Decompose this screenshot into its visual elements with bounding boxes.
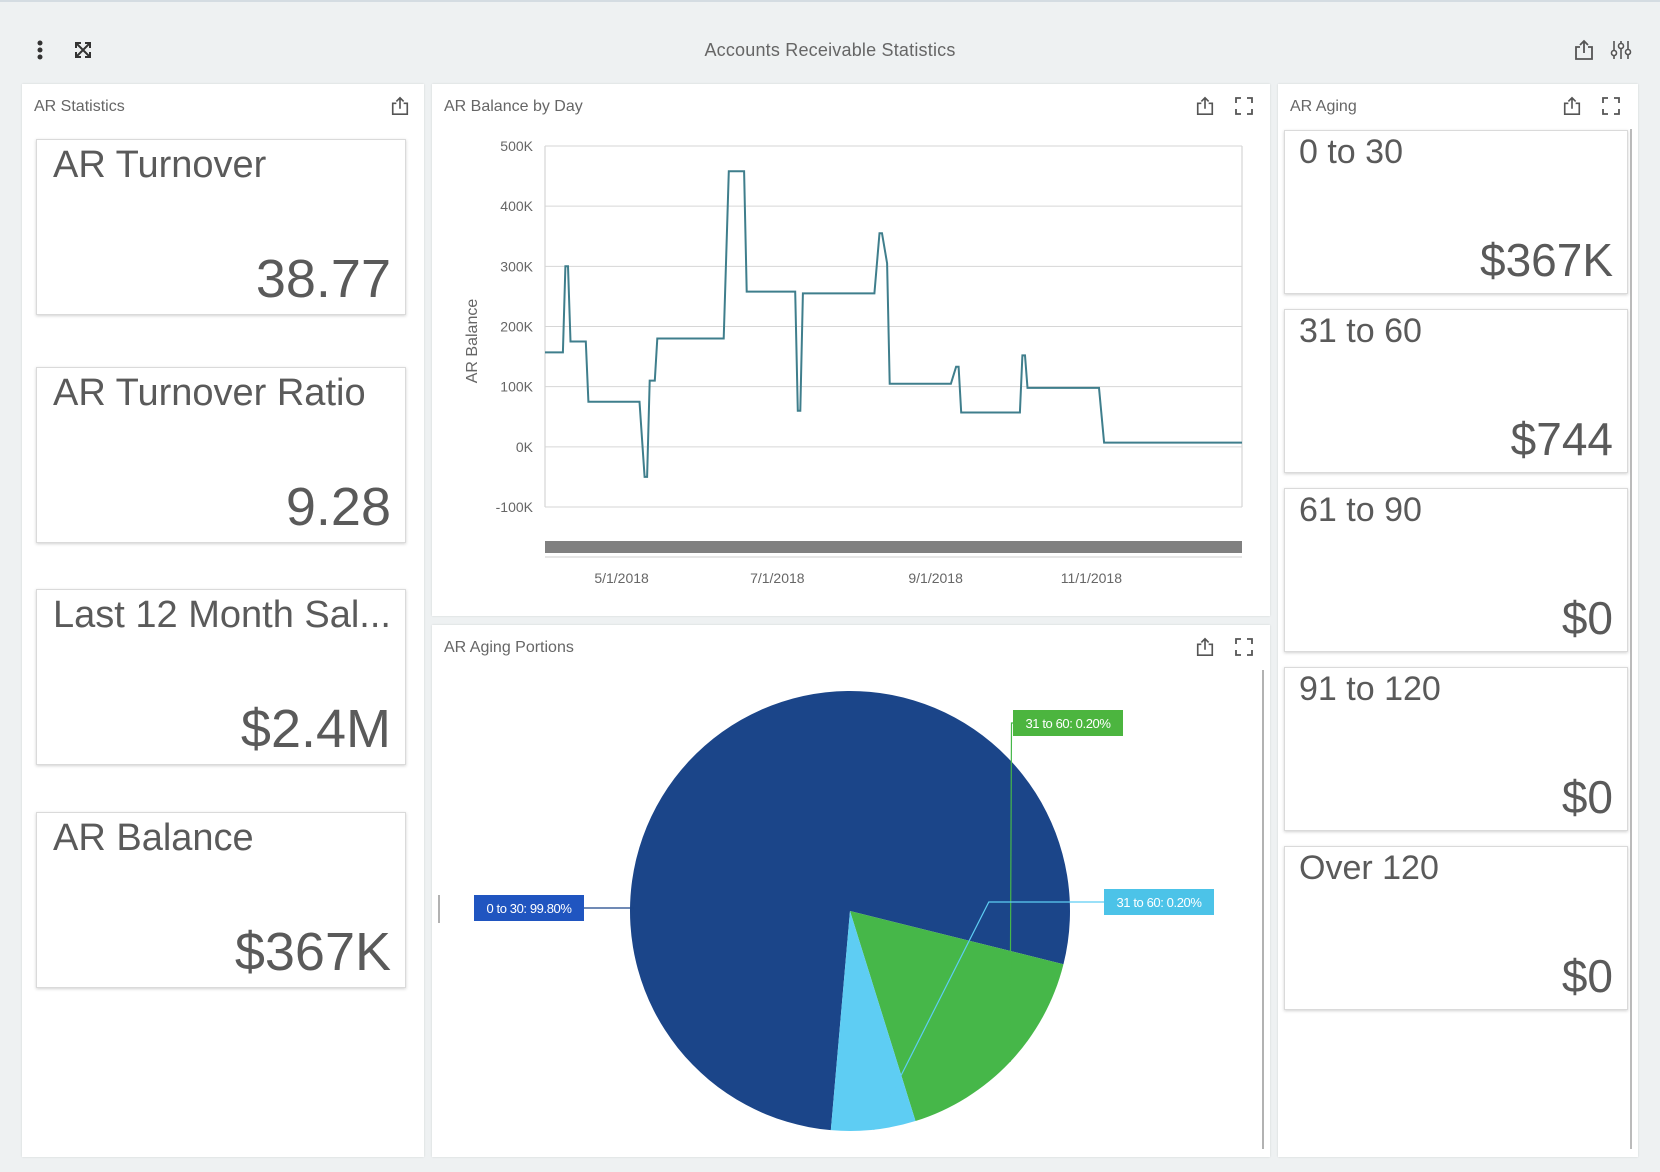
y-tick-label: 300K [500, 258, 533, 274]
aging-value: $0 [1561, 592, 1613, 644]
kpi-value: 38.77 [255, 249, 391, 309]
aging-value: $0 [1561, 950, 1613, 1002]
kpi-value: $367K [234, 922, 391, 982]
aging-label: 0 to 30 [1299, 133, 1403, 171]
pie-slice[interactable] [630, 690, 1070, 1131]
kpi-label: AR Turnover Ratio [53, 372, 366, 414]
kpi-card-last-12-month-sales[interactable]: Last 12 Month Sal... $2.4M [36, 589, 406, 765]
y-axis-label: AR Balance [464, 299, 481, 384]
share-export-icon [1575, 39, 1593, 60]
panel-title: AR Aging [1290, 98, 1357, 115]
x-tick-label: 5/1/2018 [594, 570, 649, 586]
aging-label: Over 120 [1299, 849, 1439, 887]
maximize-corners-icon [1235, 97, 1253, 115]
export-button[interactable] [387, 93, 413, 119]
y-tick-label: 200K [500, 319, 533, 335]
more-options-button[interactable] [26, 36, 54, 64]
pie-data-label: 0 to 30: 99.80% [486, 901, 572, 916]
series-line-ar-balance [545, 170, 1242, 478]
kpi-value: 9.28 [285, 477, 391, 537]
y-tick-label: 500K [500, 138, 533, 154]
kpi-card-ar-turnover[interactable]: AR Turnover 38.77 [36, 139, 406, 315]
expand-arrows-icon [75, 42, 91, 58]
maximize-corners-icon [1602, 97, 1620, 115]
aging-value: $367K [1479, 234, 1613, 286]
aging-label: 91 to 120 [1299, 670, 1441, 708]
maximize-button[interactable] [1598, 93, 1624, 119]
x-tick-label: 7/1/2018 [750, 570, 805, 586]
kpi-card-ar-balance[interactable]: AR Balance $367K [36, 812, 406, 988]
y-tick-label: 0K [516, 439, 534, 455]
fullscreen-button[interactable] [69, 36, 97, 64]
scrollbar-track[interactable] [1630, 129, 1632, 1149]
maximize-button[interactable] [1231, 93, 1257, 119]
kpi-value: $2.4M [240, 699, 391, 759]
ar-aging-panel: AR Aging 0 to 30 $367K 31 to 60 $744 61 … [1278, 84, 1638, 1157]
kpi-label: AR Turnover [53, 144, 267, 186]
share-export-icon [1196, 96, 1214, 115]
aging-card-91-to-120[interactable]: 91 to 120 $0 [1284, 667, 1628, 831]
panel-title: AR Statistics [34, 98, 125, 115]
parameters-button[interactable] [1607, 36, 1635, 64]
panel-title: AR Balance by Day [444, 98, 583, 115]
ar-aging-portions-panel: AR Aging Portions 0 to 30: 99.80% 31 to 6… [432, 625, 1270, 1157]
pie-label-box [474, 895, 584, 921]
x-tick-label: 9/1/2018 [908, 570, 963, 586]
pie-slice[interactable] [830, 911, 916, 1131]
pie-label-connector [873, 901, 1104, 1131]
vertical-dots-icon [37, 40, 43, 60]
y-tick-label: -100K [496, 499, 534, 515]
pie-data-label: 31 to 60: 0.20% [1116, 895, 1202, 910]
export-dashboard-button[interactable] [1570, 36, 1598, 64]
kpi-card-ar-turnover-ratio[interactable]: AR Turnover Ratio 9.28 [36, 367, 406, 543]
aging-value: $0 [1561, 771, 1613, 823]
maximize-button[interactable] [1231, 634, 1257, 660]
ar-statistics-panel: AR Statistics AR Turnover 38.77 AR Turno… [22, 84, 424, 1157]
ar-balance-line-chart: 500K 400K 300K 200K 100K 0K -100K 5/1/2018 7/1/… [464, 138, 1243, 586]
sliders-icon [1610, 41, 1632, 59]
kpi-label: Last 12 Month Sal... [53, 594, 391, 636]
page-title: Accounts Receivable Statistics [704, 40, 956, 60]
y-tick-label: 400K [500, 198, 533, 214]
ar-balance-by-day-panel: AR Balance by Day 500K 400K 300K 200K 100K 0K… [432, 84, 1270, 616]
y-tick-label: 100K [500, 379, 533, 395]
aging-value: $744 [1510, 413, 1613, 465]
export-button[interactable] [1559, 93, 1585, 119]
aging-label: 61 to 90 [1299, 491, 1422, 529]
share-export-icon [1196, 637, 1214, 656]
export-button[interactable] [1192, 634, 1218, 660]
ar-aging-pie-chart: 0 to 30: 99.80% 31 to 60: 0.20% 31 to 60: … [438, 670, 1264, 1149]
x-axis-ticks: 5/1/2018 7/1/2018 9/1/2018 11/1/2018 [594, 570, 1122, 586]
aging-card-61-to-90[interactable]: 61 to 90 $0 [1284, 488, 1628, 652]
panel-title: AR Aging Portions [444, 639, 574, 656]
pie-label-box [1104, 889, 1214, 915]
kpi-label: AR Balance [53, 817, 254, 859]
pie-data-label: 31 to 60: 0.20% [1025, 716, 1111, 731]
range-selector-bar[interactable] [545, 541, 1242, 553]
aging-label: 31 to 60 [1299, 312, 1422, 350]
aging-card-over-120[interactable]: Over 120 $0 [1284, 846, 1628, 1010]
x-tick-label: 11/1/2018 [1061, 570, 1122, 586]
export-button[interactable] [1192, 93, 1218, 119]
top-bar: Accounts Receivable Statistics [0, 0, 1660, 80]
pie-label-connector [1009, 722, 1013, 1062]
aging-card-0-to-30[interactable]: 0 to 30 $367K [1284, 130, 1628, 294]
y-axis-ticks: 500K 400K 300K 200K 100K 0K -100K [496, 138, 534, 515]
pie-label-box [1013, 710, 1123, 736]
aging-card-31-to-60[interactable]: 31 to 60 $744 [1284, 309, 1628, 473]
maximize-corners-icon [1235, 638, 1253, 656]
share-export-icon [391, 96, 409, 115]
chart-gridlines [544, 145, 1243, 508]
share-export-icon [1563, 96, 1581, 115]
